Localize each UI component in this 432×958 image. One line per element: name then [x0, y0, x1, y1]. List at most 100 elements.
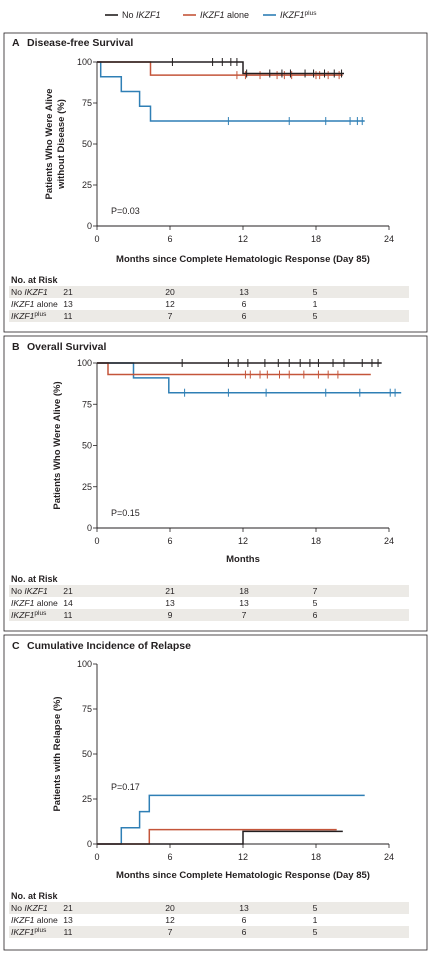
risk-value: 13 [239, 598, 249, 608]
y-tick-label: 50 [82, 749, 92, 759]
risk-value: 20 [165, 287, 175, 297]
y-tick-label: 0 [87, 839, 92, 849]
risk-value: 11 [64, 610, 73, 620]
y-axis-label: without Disease (%) [56, 99, 67, 190]
legend-entry-3: IKZF1plus [263, 10, 317, 20]
x-tick-label: 0 [94, 852, 99, 862]
y-tick-label: 100 [77, 659, 92, 669]
risk-value: 5 [313, 927, 318, 937]
risk-row-label: No IKZF1 [11, 586, 48, 596]
series-line-2 [97, 362, 371, 376]
x-tick-label: 24 [384, 536, 394, 546]
legend-label: IKZF1 alone [200, 10, 249, 20]
risk-value: 21 [165, 586, 175, 596]
y-tick-label: 75 [82, 399, 92, 409]
risk-row-label: IKZF1plus [11, 610, 47, 620]
risk-header: No. at Risk [11, 574, 59, 584]
y-tick-label: 75 [82, 98, 92, 108]
risk-value: 6 [313, 610, 318, 620]
x-tick-label: 6 [167, 536, 172, 546]
risk-value: 6 [242, 299, 247, 309]
panel-letter: B [12, 341, 20, 353]
risk-row-shade [9, 585, 409, 597]
risk-value: 21 [63, 903, 73, 913]
legend-entry-2: IKZF1 alone [183, 10, 249, 20]
risk-row-shade [9, 286, 409, 298]
risk-row-label: No IKZF1 [11, 287, 48, 297]
y-tick-label: 0 [87, 523, 92, 533]
x-tick-label: 0 [94, 536, 99, 546]
legend: No IKZF1 IKZF1 alone IKZF1plus [105, 10, 317, 20]
risk-value: 7 [242, 610, 247, 620]
risk-row-shade [9, 902, 409, 914]
series-line-1 [97, 830, 343, 845]
p-value: P=0.15 [111, 508, 140, 518]
p-value: P=0.03 [111, 206, 140, 216]
risk-value: 5 [313, 287, 318, 297]
x-tick-label: 12 [238, 234, 248, 244]
panel-border [3, 634, 428, 951]
risk-value: 11 [64, 311, 73, 321]
risk-value: 7 [168, 927, 173, 937]
risk-value: 7 [313, 586, 318, 596]
risk-value: 6 [242, 927, 247, 937]
risk-value: 12 [165, 915, 175, 925]
series-line-3 [97, 61, 365, 122]
panel-title: C Cumulative Incidence of Relapse [12, 640, 191, 652]
x-tick-label: 24 [384, 234, 394, 244]
panel-border [3, 32, 428, 333]
legend-entry-1: No IKZF1 [105, 10, 161, 20]
y-axis-label: Patients Who Were Alive (%) [52, 381, 63, 509]
risk-value: 20 [165, 903, 175, 913]
y-tick-label: 25 [82, 180, 92, 190]
x-tick-label: 12 [238, 852, 248, 862]
x-axis-label: Months since Complete Hematologic Respon… [116, 254, 370, 265]
legend-label: No IKZF1 [122, 10, 161, 20]
x-tick-label: 0 [94, 234, 99, 244]
risk-row-label: No IKZF1 [11, 903, 48, 913]
risk-row-shade [9, 926, 409, 938]
risk-value: 13 [239, 287, 249, 297]
risk-header: No. at Risk [11, 891, 59, 901]
x-tick-label: 24 [384, 852, 394, 862]
x-tick-label: 18 [311, 536, 321, 546]
legend-label: IKZF1plus [280, 10, 317, 20]
x-axis-label: Months [226, 554, 260, 565]
risk-row-label: IKZF1 alone [11, 598, 58, 608]
risk-row-label: IKZF1plus [11, 927, 47, 937]
risk-row-label: IKZF1 alone [11, 299, 58, 309]
x-tick-label: 12 [238, 536, 248, 546]
risk-value: 11 [64, 927, 73, 937]
risk-row-shade [9, 609, 409, 621]
series-line-3 [97, 794, 365, 845]
x-axis-label: Months since Complete Hematologic Respon… [116, 870, 370, 881]
risk-value: 13 [165, 598, 175, 608]
risk-value: 5 [313, 903, 318, 913]
risk-value: 5 [313, 598, 318, 608]
p-value: P=0.17 [111, 782, 140, 792]
panel-title-text: Disease-free Survival [27, 37, 133, 49]
risk-row-label: IKZF1 alone [11, 915, 58, 925]
y-tick-label: 50 [82, 139, 92, 149]
panel-c: C Cumulative Incidence of Relapse02550751… [3, 634, 428, 951]
y-axis-label: Patients with Relapse (%) [52, 696, 63, 811]
y-tick-label: 0 [87, 221, 92, 231]
risk-value: 13 [239, 903, 249, 913]
risk-value: 21 [63, 287, 73, 297]
risk-value: 21 [63, 586, 73, 596]
risk-value: 1 [313, 299, 318, 309]
risk-value: 12 [165, 299, 175, 309]
risk-value: 13 [63, 915, 73, 925]
y-tick-label: 100 [77, 358, 92, 368]
panel-title-text: Overall Survival [27, 341, 106, 353]
risk-value: 1 [313, 915, 318, 925]
x-tick-label: 18 [311, 234, 321, 244]
risk-header: No. at Risk [11, 275, 59, 285]
risk-value: 6 [242, 311, 247, 321]
y-axis-label: Patients Who Were Alive [44, 89, 55, 200]
panel-title: B Overall Survival [12, 341, 106, 353]
series-line-3 [97, 362, 402, 394]
panel-title-text: Cumulative Incidence of Relapse [27, 640, 191, 652]
